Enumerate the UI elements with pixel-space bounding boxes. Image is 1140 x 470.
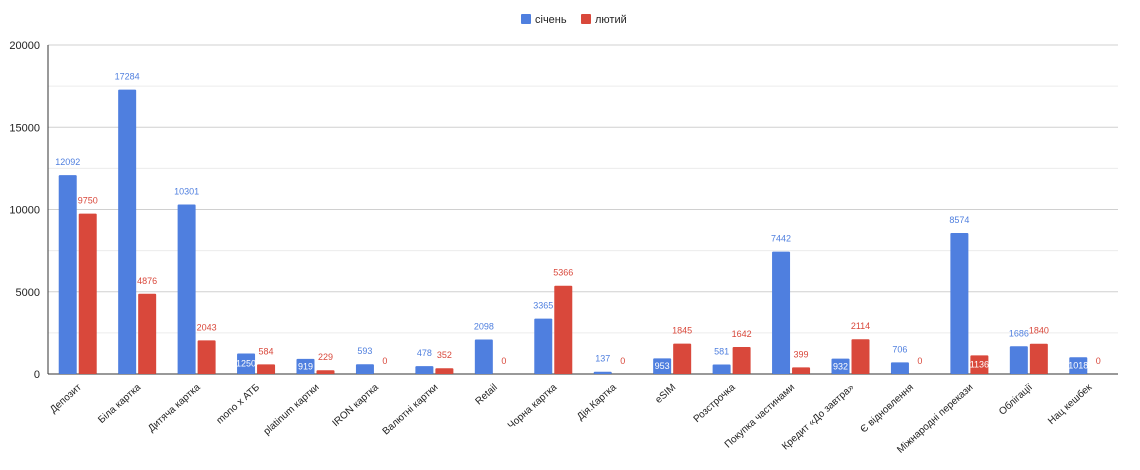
bar-value-label: 1642: [732, 329, 752, 339]
legend-label[interactable]: січень: [535, 14, 567, 26]
bar-value-label: 8574: [949, 215, 969, 225]
bar-january[interactable]: [712, 364, 731, 374]
x-category-label: mono x АТБ: [214, 382, 262, 427]
bar-value-label: 229: [318, 352, 333, 362]
bar-january[interactable]: [534, 318, 553, 374]
bar-value-label: 10301: [174, 187, 199, 197]
y-tick-label: 10000: [9, 205, 40, 217]
bar-february[interactable]: [1029, 343, 1048, 374]
bar-january[interactable]: [1069, 357, 1088, 374]
bar-value-label: 0: [501, 356, 506, 366]
bar-january[interactable]: [474, 339, 493, 374]
bar-january[interactable]: [831, 358, 850, 374]
bar-january[interactable]: [653, 358, 672, 374]
bar-january[interactable]: [355, 364, 374, 374]
bar-value-label: 3365: [533, 301, 553, 311]
bar-value-label: 581: [714, 346, 729, 356]
bar-february[interactable]: [197, 340, 216, 374]
bar-value-label: 0: [1096, 356, 1101, 366]
bar-january[interactable]: [118, 89, 137, 375]
x-category-label: eSIM: [653, 382, 678, 406]
x-category-label: Дитяча картка: [146, 382, 203, 435]
bar-january[interactable]: [296, 358, 315, 374]
y-tick-label: 15000: [9, 122, 40, 134]
bar-value-label: 1686: [1009, 328, 1029, 338]
bar-value-label: 593: [357, 346, 372, 356]
x-category-label: Біла картка: [96, 382, 143, 426]
bar-value-label: 399: [794, 349, 809, 359]
x-category-label: Депозит: [48, 382, 84, 416]
bar-value-label: 1840: [1029, 326, 1049, 336]
bar-value-label: 12092: [55, 157, 80, 167]
legend-swatch[interactable]: [521, 14, 531, 24]
bar-january[interactable]: [772, 251, 791, 374]
y-tick-label: 20000: [9, 40, 40, 52]
bar-february[interactable]: [673, 343, 692, 374]
y-tick-label: 5000: [16, 287, 40, 299]
legend[interactable]: січень лютий: [521, 14, 627, 26]
bar-february[interactable]: [970, 355, 989, 374]
bar-value-label: 2114: [851, 321, 870, 331]
bar-value-label: 7442: [771, 234, 791, 244]
bar-january[interactable]: [593, 371, 612, 374]
x-category-label: platinum картки: [262, 382, 322, 437]
bar-value-label: 919: [298, 361, 313, 371]
bars: [58, 89, 1088, 375]
bar-february[interactable]: [257, 364, 276, 374]
bar-value-label: 352: [437, 350, 452, 360]
legend-label[interactable]: лютий: [595, 14, 627, 26]
bar-value-label: 1250: [236, 359, 256, 369]
bar-january[interactable]: [950, 232, 969, 374]
bar-february[interactable]: [792, 367, 811, 374]
bar-value-label: 932: [833, 361, 848, 371]
x-category-label: Дія.Картка: [575, 382, 619, 423]
x-category-label: Чорна картка: [506, 382, 560, 432]
bar-value-label: 953: [655, 361, 670, 371]
grid-lines: [48, 44, 1118, 375]
bar-value-label: 584: [259, 346, 274, 356]
x-category-label: Валютні картки: [381, 382, 441, 437]
bar-january[interactable]: [237, 353, 256, 374]
bar-value-label: 1136: [970, 360, 989, 370]
bar-value-label: 2043: [197, 322, 217, 332]
x-category-label: Облігації: [996, 381, 1035, 417]
bar-february[interactable]: [316, 370, 335, 374]
bar-february[interactable]: [554, 285, 573, 374]
bar-january[interactable]: [58, 175, 77, 374]
bar-value-label: 17284: [115, 72, 140, 82]
bar-february[interactable]: [851, 339, 870, 374]
bar-value-label: 706: [892, 344, 907, 354]
y-axis: 0 5000 10000 15000 20000: [9, 40, 49, 381]
x-category-label: IRON картка: [330, 382, 381, 429]
bar-january[interactable]: [890, 362, 909, 374]
x-category-label: Є відновлення: [859, 382, 916, 435]
bar-value-label: 2098: [474, 321, 494, 331]
bar-value-label: 4876: [137, 276, 157, 286]
legend-swatch[interactable]: [581, 14, 591, 24]
bar-february[interactable]: [78, 213, 97, 374]
x-axis: Депозит Біла картка Дитяча картка mono x АТ…: [48, 381, 1095, 456]
bar-value-label: 0: [620, 356, 625, 366]
x-category-label: Retail: [473, 382, 499, 407]
bar-january[interactable]: [415, 366, 434, 374]
y-tick-label: 0: [34, 369, 40, 381]
bar-value-label: 1018: [1068, 361, 1088, 371]
bar-february[interactable]: [435, 368, 454, 374]
bar-january[interactable]: [1009, 346, 1028, 374]
bar-value-label: 0: [382, 356, 387, 366]
bar-february[interactable]: [732, 346, 751, 374]
x-category-label: Розстрочка: [692, 382, 738, 425]
bar-value-label: 5366: [553, 268, 573, 278]
bar-value-label: 0: [917, 356, 922, 366]
bar-value-label: 1845: [672, 326, 692, 336]
x-category-label: Нац кешбек: [1045, 381, 1094, 427]
bar-january[interactable]: [177, 204, 196, 374]
bar-february[interactable]: [138, 293, 157, 374]
bar-value-label: 137: [595, 354, 610, 364]
bar-value-label: 478: [417, 348, 432, 358]
bar-value-label: 9750: [78, 196, 98, 206]
